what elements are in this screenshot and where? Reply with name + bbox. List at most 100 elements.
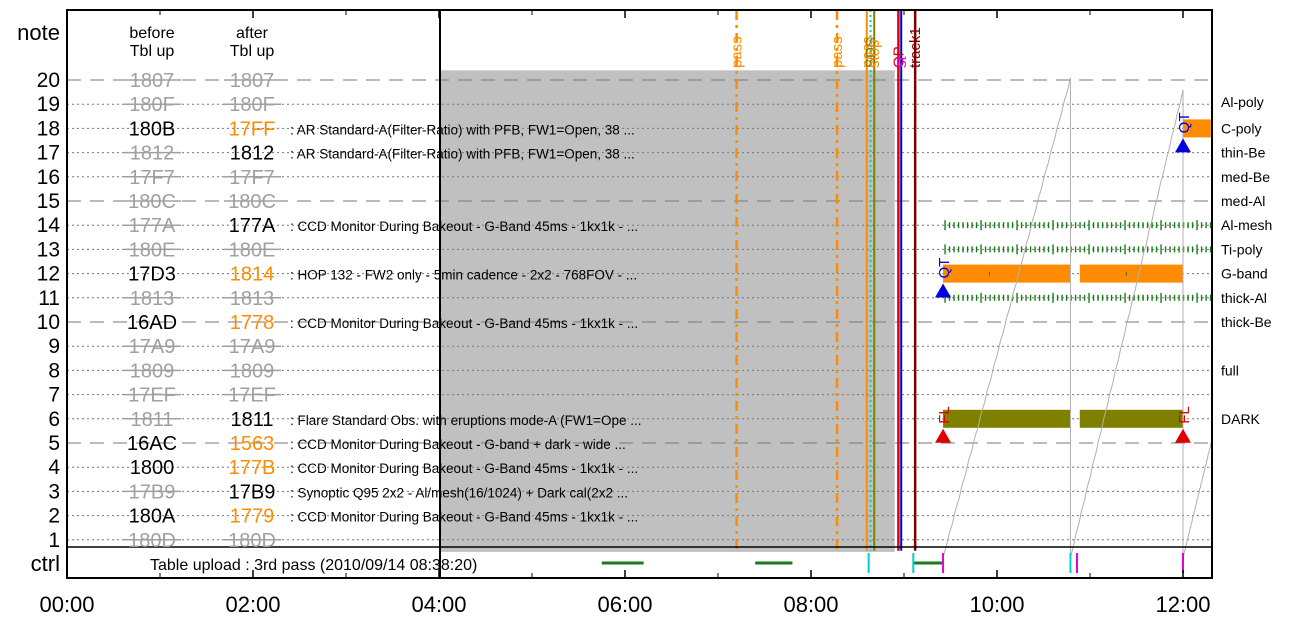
bar-row-18: [1183, 119, 1211, 138]
right-label: thick-Al: [1221, 290, 1267, 306]
before-value: 17A9: [129, 336, 176, 358]
after-value: 180F: [229, 94, 275, 116]
right-label: DARK: [1221, 411, 1261, 427]
after-value: 1778: [230, 312, 275, 334]
marker-FL: [1175, 428, 1191, 443]
before-value: 1809: [130, 360, 175, 382]
bar-row-6: [943, 409, 1071, 428]
after-value: 17FF: [229, 118, 276, 140]
row-number: 19: [37, 93, 60, 116]
row-description: : Flare Standard Obs. with eruptions mod…: [290, 413, 642, 428]
after-value: 177A: [229, 215, 276, 237]
row-number: 11: [38, 287, 60, 310]
row-number: 5: [48, 432, 60, 455]
vline-layer: [735, 10, 917, 551]
shaded-region: [439, 70, 895, 552]
bar-row-6: [1079, 409, 1183, 428]
before-value: 180C: [128, 191, 176, 213]
right-label: C-poly: [1221, 120, 1261, 136]
after-label: after: [236, 25, 269, 42]
before-value: 1812: [130, 143, 175, 165]
right-label: thick-Be: [1221, 314, 1272, 330]
right-label: Ti-poly: [1221, 241, 1263, 257]
row-number: 14: [37, 214, 61, 237]
marker-label-QT: QT: [936, 258, 953, 279]
row-description: : AR Standard-A(Filter-Ratio) with PFB, …: [290, 147, 635, 162]
marker-QT: [1175, 138, 1191, 153]
after-value: 17EF: [228, 385, 276, 407]
after-value: 17F7: [229, 167, 275, 189]
before-value: 1807: [130, 70, 175, 92]
sawtooth-1: [1069, 89, 1184, 557]
row-number: 8: [48, 359, 60, 382]
before-value: 17B9: [129, 481, 176, 503]
bar-layer: [943, 119, 1212, 428]
row-number: 18: [37, 117, 60, 140]
vline-label-pass: pass: [829, 36, 846, 68]
before-value: 180B: [129, 118, 176, 140]
xtick-label: 08:00: [783, 592, 838, 617]
vline-label-stop: stop: [866, 40, 883, 68]
xtick-label: 04:00: [411, 592, 466, 617]
row-number: 16: [37, 166, 60, 189]
tickbar-row-13: [944, 244, 1212, 255]
row-number: 12: [37, 263, 60, 286]
vline-label-pass: pass: [729, 36, 746, 68]
before-value: 180F: [129, 94, 175, 116]
xtick-label: 06:00: [597, 592, 652, 617]
before-value: 16AC: [127, 433, 177, 455]
ctrl-layer: [601, 553, 1184, 573]
frame-layer: [66, 9, 1213, 579]
row-description: : HOP 132 - FW2 only - 5min cadence - 2x…: [290, 268, 637, 283]
before-value: 177A: [129, 215, 176, 237]
after-value: 1813: [230, 288, 275, 310]
after-value: 1807: [230, 70, 275, 92]
after-value: 1809: [230, 360, 275, 382]
marker-label-QT: QT: [1176, 112, 1193, 133]
sawtooth-2: [1182, 442, 1212, 558]
row-number: 3: [48, 480, 60, 503]
bar-row-12: [1079, 264, 1183, 283]
before-value: 17F7: [129, 167, 175, 189]
row-number: 6: [48, 408, 60, 431]
row-description: : CCD Monitor During Bakeout - G-band + …: [290, 437, 626, 452]
after-label: Tbl up: [230, 43, 275, 60]
xtick-label: 10:00: [969, 592, 1024, 617]
marker-label-FL: FL: [936, 406, 953, 424]
after-value: 1563: [230, 433, 275, 455]
row-number: 10: [37, 311, 60, 334]
after-value: 180E: [229, 239, 276, 261]
bar-row-12: [943, 264, 1071, 283]
tickbar-row-14: [944, 220, 1212, 231]
before-value: 1800: [130, 457, 175, 479]
before-label: before: [129, 25, 174, 42]
right-label: med-Al: [1221, 193, 1265, 209]
ctrl-label: ctrl: [31, 551, 60, 576]
row-description: : CCD Monitor During Bakeout - G-Band 45…: [290, 461, 638, 476]
before-value: 17EF: [128, 385, 176, 407]
sawtooth-layer: [942, 77, 1212, 558]
xtick-label: 12:00: [1155, 592, 1210, 617]
marker-label-FL: FL: [1176, 406, 1193, 424]
before-label: Tbl up: [130, 43, 175, 60]
row-number: 4: [48, 456, 60, 479]
right-label: full: [1221, 362, 1239, 378]
before-value: 17D3: [128, 264, 176, 286]
marker-QT: [935, 283, 952, 298]
after-value: 17B9: [229, 481, 276, 503]
after-value: 180C: [228, 191, 276, 213]
row-description: : Synoptic Q95 2x2 - Al/mesh(16/1024) + …: [290, 485, 628, 500]
note-label: note: [17, 20, 60, 45]
row-number: 7: [48, 384, 60, 407]
marker-layer: [935, 138, 1191, 443]
before-value: 180A: [129, 506, 176, 528]
before-value: 1813: [130, 288, 175, 310]
vline-label-SDS: SDS: [863, 37, 880, 68]
row-number: 2: [48, 505, 60, 528]
right-label: thin-Be: [1221, 145, 1266, 161]
row-number: 20: [37, 69, 60, 92]
right-label: Al-mesh: [1221, 217, 1272, 233]
row-description: : CCD Monitor During Bakeout - G-Band 45…: [290, 316, 638, 331]
shade-layer: [439, 70, 895, 552]
